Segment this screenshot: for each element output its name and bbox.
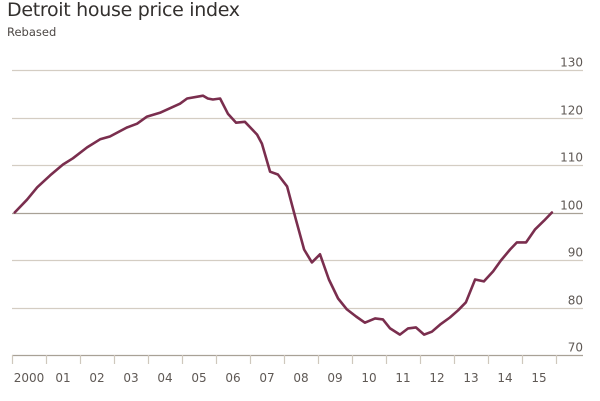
series-layer [13, 94, 554, 336]
x-tick-label: 10 [361, 371, 376, 385]
x-tick-label: 07 [259, 371, 274, 385]
y-tick-label: 70 [568, 341, 583, 355]
x-tick-label: 11 [395, 371, 410, 385]
x-tick-label: 01 [55, 371, 70, 385]
y-tick-label: 90 [568, 246, 583, 260]
x-tick-label: 05 [191, 371, 206, 385]
y-tick-label: 80 [568, 294, 583, 308]
x-tick-label: 03 [123, 371, 138, 385]
x-tick-label: 06 [225, 371, 240, 385]
series-line-detroit-hpi [13, 94, 554, 336]
gridlines [12, 69, 583, 357]
x-tick-label: 2000 [14, 371, 45, 385]
y-tick-label: 120 [560, 104, 583, 118]
y-tick-label: 130 [560, 56, 583, 70]
x-tick-label: 12 [429, 371, 444, 385]
y-tick-label: 100 [560, 199, 583, 213]
chart-title: Detroit house price index [7, 0, 240, 21]
x-tick-label: 02 [89, 371, 104, 385]
chart-subtitle: Rebased [7, 25, 57, 39]
x-tick-label: 04 [157, 371, 172, 385]
x-tick-label: 13 [463, 371, 478, 385]
x-tick-label: 08 [293, 371, 308, 385]
x-axis: 2000 01 02 03 04 05 06 07 08 09 10 11 12 13 14 15 [11, 355, 558, 385]
y-axis-labels: 70 80 90 100 110 120 130 [560, 56, 583, 355]
x-tick-label: 09 [327, 371, 342, 385]
x-tick-label: 15 [531, 371, 546, 385]
y-tick-label: 110 [560, 151, 583, 165]
x-tick-label: 14 [497, 371, 512, 385]
